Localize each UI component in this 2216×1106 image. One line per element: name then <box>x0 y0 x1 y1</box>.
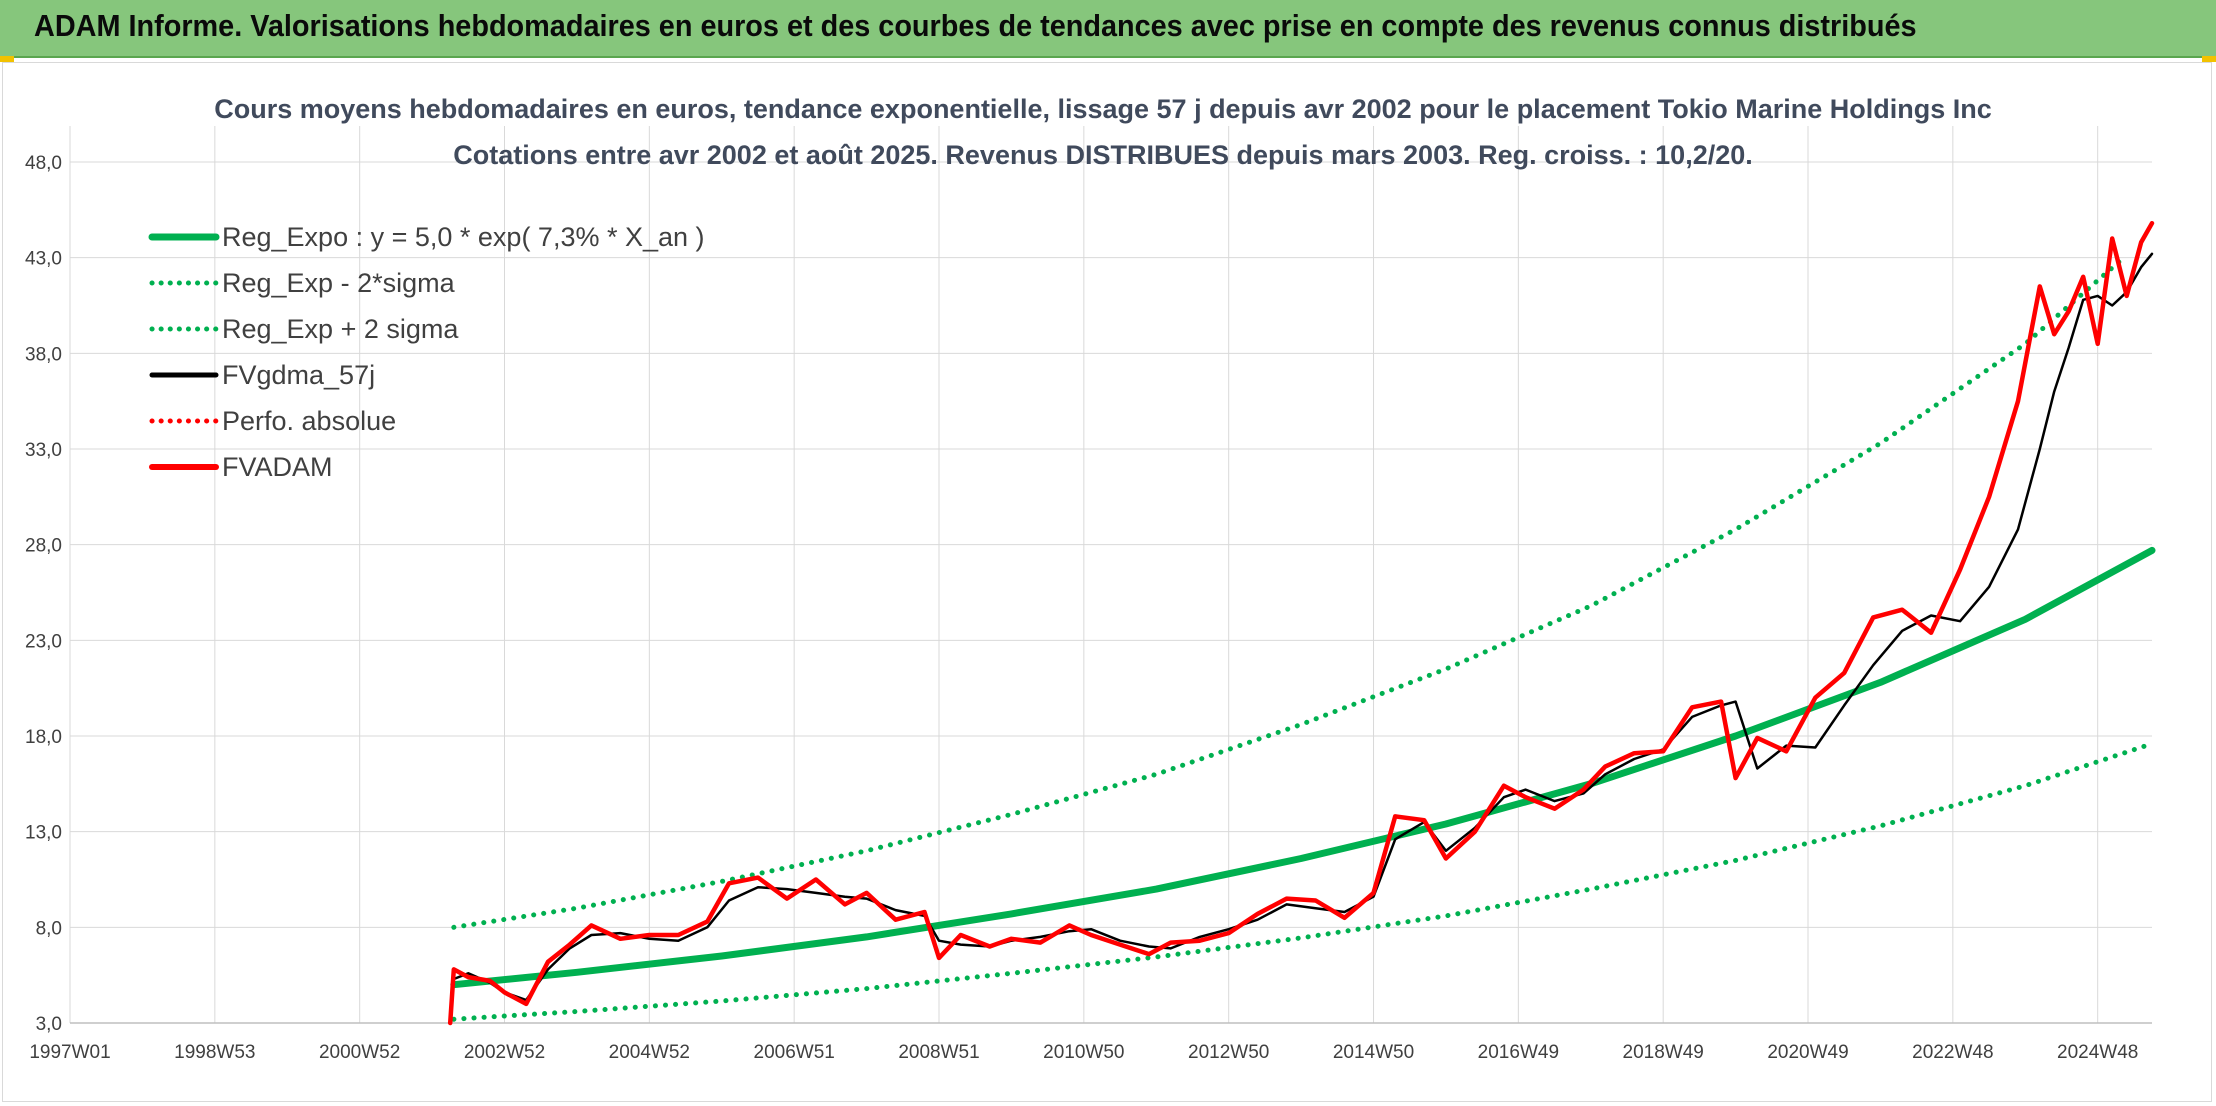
legend-label: FVgdma_57j <box>222 360 375 390</box>
series-line-5 <box>447 220 2155 1026</box>
legend-label: Reg_Expo : y = 5,0 * exp( 7,3% * X_an ) <box>222 222 705 252</box>
y-tick-label: 8,0 <box>36 918 62 939</box>
legend-label: Reg_Exp + 2 sigma <box>222 314 459 344</box>
report-title: ADAM Informe. Valorisations hebdomadaire… <box>34 8 1917 43</box>
chart-area <box>2 62 2212 1102</box>
x-tick-label: 2016W49 <box>1478 1042 1559 1063</box>
corner-marker-right <box>2202 56 2216 62</box>
series-line-2 <box>451 259 2122 930</box>
grid-lines <box>69 126 2152 1024</box>
x-tick-label: 2010W50 <box>1043 1042 1124 1063</box>
series-line-3 <box>452 252 2154 1002</box>
legend-label: FVADAM <box>222 452 333 482</box>
y-tick-label: 43,0 <box>25 249 62 270</box>
x-tick-label: 2004W52 <box>609 1042 690 1063</box>
y-tick-label: 13,0 <box>25 823 62 844</box>
x-tick-label: 2000W52 <box>319 1042 400 1063</box>
x-tick-label: 2008W51 <box>898 1042 979 1063</box>
legend-label: Reg_Exp - 2*sigma <box>222 268 456 298</box>
legend-label: Perfo. absolue <box>222 406 396 436</box>
y-tick-label: 18,0 <box>25 727 62 748</box>
x-tick-label: 2006W51 <box>754 1042 835 1063</box>
chart-title: Cours moyens hebdomadaires en euros, ten… <box>214 94 1992 124</box>
series-line-1 <box>451 741 2155 1022</box>
y-tick-label: 38,0 <box>25 344 62 365</box>
y-tick-label: 28,0 <box>25 536 62 557</box>
x-tick-label: 1998W53 <box>174 1042 255 1063</box>
x-tick-label: 2002W52 <box>464 1042 545 1063</box>
x-tick-label: 2012W50 <box>1188 1042 1269 1063</box>
x-axis-ticks: 1997W01 1998W53 2000W52 2002W52 2004W52 2006W… <box>29 1042 2138 1063</box>
y-tick-label: 33,0 <box>25 440 62 461</box>
x-tick-label: 2014W50 <box>1333 1042 1414 1063</box>
corner-marker-left <box>0 56 14 62</box>
series-lines <box>447 220 2156 1026</box>
series-line-0 <box>450 546 2156 989</box>
x-tick-label: 2022W48 <box>1912 1042 1993 1063</box>
chart-subtitle: Cotations entre avr 2002 et août 2025. R… <box>453 140 1753 170</box>
y-tick-label: 48,0 <box>25 153 62 174</box>
x-tick-label: 1997W01 <box>29 1042 110 1063</box>
y-tick-label: 3,0 <box>36 1014 62 1035</box>
y-tick-label: 23,0 <box>25 631 62 652</box>
x-tick-label: 2020W49 <box>1767 1042 1848 1063</box>
x-tick-label: 2024W48 <box>2057 1042 2138 1063</box>
legend: Reg_Expo : y = 5,0 * exp( 7,3% * X_an ) R… <box>148 222 705 482</box>
report-banner: ADAM Informe. Valorisations hebdomadaire… <box>0 0 2216 58</box>
x-tick-label: 2018W49 <box>1623 1042 1704 1063</box>
y-axis-ticks: 3,0 8,0 13,0 18,0 23,0 28,0 33,0 38,0 43,0 48,0 <box>25 153 62 1035</box>
